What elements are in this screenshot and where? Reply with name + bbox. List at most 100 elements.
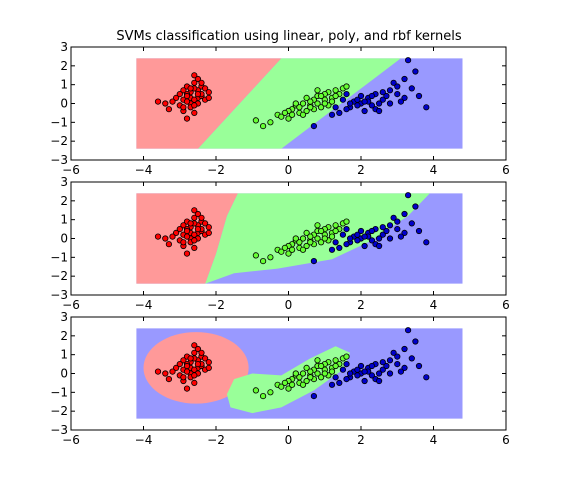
point-red <box>205 359 212 366</box>
point-red <box>187 85 194 92</box>
point-green <box>307 239 314 246</box>
point-red <box>165 375 172 383</box>
point-blue <box>332 374 339 381</box>
x-tick-label: 6 <box>502 298 510 312</box>
y-tick-label: 3 <box>60 310 68 324</box>
data-points <box>154 192 430 265</box>
x-tick-label: −2 <box>207 163 225 177</box>
point-green <box>314 235 321 242</box>
point-blue <box>390 214 397 221</box>
point-green <box>321 100 328 107</box>
point-red <box>194 91 201 98</box>
point-green <box>252 387 259 394</box>
point-green <box>332 227 339 235</box>
point-blue <box>357 227 365 235</box>
point-green <box>292 100 299 107</box>
point-blue <box>401 75 408 83</box>
x-tick-label: −4 <box>135 298 153 312</box>
point-blue <box>375 235 383 242</box>
point-green <box>292 370 299 377</box>
point-green <box>267 389 274 396</box>
point-green <box>328 98 336 105</box>
point-blue <box>423 374 430 381</box>
y-tick-label: 2 <box>60 59 68 73</box>
chart-title: SVMs classification using linear, poly, … <box>116 29 461 44</box>
point-red <box>162 370 169 377</box>
point-green <box>285 385 292 392</box>
point-blue <box>339 96 346 103</box>
y-tick-label: −3 <box>50 288 68 302</box>
point-green <box>296 104 303 111</box>
point-blue <box>386 357 394 364</box>
point-blue <box>361 368 368 375</box>
point-red <box>162 235 169 242</box>
point-red <box>191 349 198 356</box>
point-blue <box>361 98 368 105</box>
point-green <box>303 229 310 236</box>
point-blue <box>336 379 343 386</box>
point-blue <box>339 366 346 373</box>
point-blue <box>354 372 361 379</box>
point-red <box>205 89 212 96</box>
point-red <box>202 85 209 92</box>
point-green <box>267 254 274 261</box>
point-red <box>187 355 194 362</box>
x-tick-label: −6 <box>62 163 80 177</box>
point-green <box>343 353 350 360</box>
point-red <box>176 91 183 98</box>
point-blue <box>386 87 394 94</box>
point-green <box>299 111 307 118</box>
y-tick-label: −1 <box>50 115 68 129</box>
point-red <box>183 250 191 257</box>
point-blue <box>354 102 361 109</box>
point-green <box>343 218 350 225</box>
x-tick-label: 2 <box>357 163 365 177</box>
point-green <box>321 370 328 377</box>
point-red <box>173 364 180 371</box>
point-blue <box>423 239 430 246</box>
point-green <box>303 364 310 371</box>
point-red <box>205 224 212 231</box>
point-red <box>191 372 198 379</box>
point-red <box>194 226 201 233</box>
point-blue <box>361 107 368 115</box>
x-tick-label: −6 <box>62 433 80 447</box>
point-red <box>183 233 191 240</box>
point-red <box>198 214 205 221</box>
x-tick-label: 6 <box>502 433 510 447</box>
decision-regions <box>136 58 463 149</box>
point-green <box>317 239 325 246</box>
point-red <box>183 98 191 105</box>
y-tick-label: 1 <box>60 348 68 362</box>
point-green <box>281 109 288 117</box>
point-green <box>278 383 285 390</box>
point-red <box>162 100 169 107</box>
point-green <box>332 362 339 370</box>
point-red <box>176 360 183 368</box>
point-red <box>183 368 191 375</box>
point-green <box>299 235 307 242</box>
point-red <box>154 98 162 105</box>
y-tick-label: −2 <box>50 269 68 283</box>
point-blue <box>354 231 361 238</box>
x-tick-label: 6 <box>502 163 510 177</box>
point-blue <box>346 100 354 107</box>
point-blue <box>394 353 401 360</box>
point-green <box>288 111 296 118</box>
point-blue <box>379 224 386 231</box>
point-red <box>198 349 205 356</box>
point-blue <box>343 91 350 98</box>
point-red <box>154 233 162 240</box>
point-blue <box>415 92 423 100</box>
point-green <box>332 87 339 94</box>
y-tick-label: 1 <box>60 78 68 92</box>
point-blue <box>354 366 361 373</box>
point-blue <box>336 109 343 117</box>
point-blue <box>332 239 339 246</box>
y-tick-label: −1 <box>50 385 68 399</box>
y-tick-label: 3 <box>60 40 68 54</box>
y-tick-label: −2 <box>50 134 68 148</box>
x-tick-label: 4 <box>430 163 438 177</box>
